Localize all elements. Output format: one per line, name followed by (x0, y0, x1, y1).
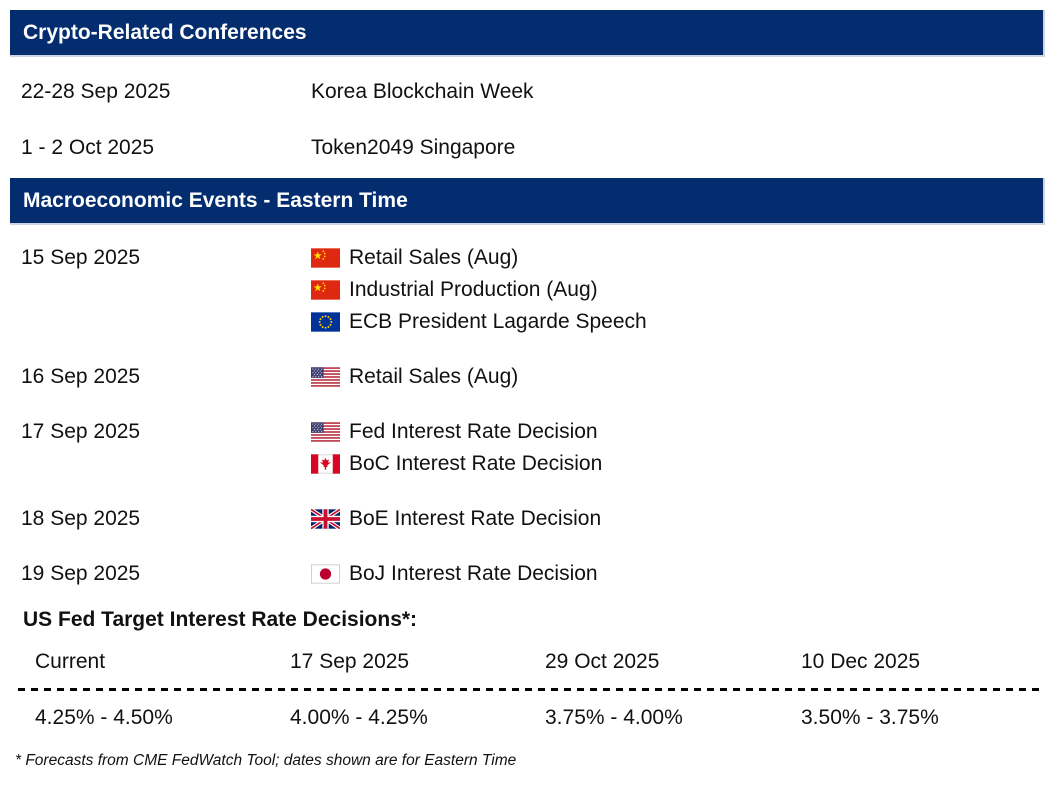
event-item: Retail Sales (Aug) (311, 361, 518, 393)
macro-event-date: 15 Sep 2025 (21, 246, 141, 269)
canada-flag-icon (311, 454, 340, 474)
rate-value-29oct: 3.75% - 4.00% (545, 706, 683, 729)
uk-flag-icon (311, 509, 340, 529)
macro-section-title: Macroeconomic Events - Eastern Time (23, 188, 408, 212)
fed-rates-heading: US Fed Target Interest Rate Decisions*: (23, 608, 418, 631)
forecast-footnote: * Forecasts from CME FedWatch Tool; date… (15, 752, 517, 769)
rate-column-header-10dec: 10 Dec 2025 (801, 650, 921, 673)
conferences-section-title: Crypto-Related Conferences (23, 20, 307, 44)
macro-event-list: Retail Sales (Aug) Industrial Production… (311, 242, 647, 338)
event-label: BoJ Interest Rate Decision (349, 562, 598, 585)
macro-event-list: Retail Sales (Aug) (311, 361, 518, 393)
section-header-macro-events: Macroeconomic Events - Eastern Time (10, 178, 1045, 225)
us-flag-icon (311, 367, 340, 387)
conference-date: 22-28 Sep 2025 (21, 80, 171, 103)
macro-event-date: 18 Sep 2025 (21, 507, 141, 530)
china-flag-icon (311, 280, 340, 300)
rate-value-17sep: 4.00% - 4.25% (290, 706, 428, 729)
japan-flag-icon (311, 564, 340, 584)
macro-event-row: 15 Sep 2025 Retail Sales (Aug) Industria… (10, 242, 1045, 338)
macro-event-row: 17 Sep 2025 Fed Interest Rate Decision B… (10, 416, 1045, 480)
conference-name: Token2049 Singapore (311, 136, 516, 159)
macro-event-date: 17 Sep 2025 (21, 420, 141, 443)
conference-row: 1 - 2 Oct 2025 Token2049 Singapore (10, 134, 1045, 162)
event-label: BoE Interest Rate Decision (349, 507, 602, 530)
event-label: Fed Interest Rate Decision (349, 420, 598, 443)
macro-event-date: 19 Sep 2025 (21, 562, 141, 585)
event-label: Retail Sales (Aug) (349, 246, 519, 269)
event-label: BoC Interest Rate Decision (349, 452, 603, 475)
eu-flag-icon (311, 312, 340, 332)
macro-event-row: 18 Sep 2025 BoE Interest Rate Decision (10, 503, 1045, 535)
us-flag-icon (311, 422, 340, 442)
rate-column-header-17sep: 17 Sep 2025 (290, 650, 410, 673)
fed-rates-header-row: Current 17 Sep 2025 29 Oct 2025 10 Dec 2… (35, 648, 1047, 676)
event-item: Retail Sales (Aug) (311, 242, 647, 274)
conference-row: 22-28 Sep 2025 Korea Blockchain Week (10, 78, 1045, 106)
event-item: ECB President Lagarde Speech (311, 306, 647, 338)
event-label: Industrial Production (Aug) (349, 278, 598, 301)
rate-column-header-current: Current (35, 650, 106, 673)
macro-event-list: BoJ Interest Rate Decision (311, 558, 598, 590)
macro-event-list: BoE Interest Rate Decision (311, 503, 601, 535)
section-header-conferences: Crypto-Related Conferences (10, 10, 1045, 57)
event-label: ECB President Lagarde Speech (349, 310, 647, 333)
macro-event-list: Fed Interest Rate Decision BoC Interest … (311, 416, 602, 480)
macro-event-row: 19 Sep 2025 BoJ Interest Rate Decision (10, 558, 1045, 590)
china-flag-icon (311, 248, 340, 268)
calendar-page: Crypto-Related Conferences 22-28 Sep 202… (10, 10, 1047, 769)
rate-column-header-29oct: 29 Oct 2025 (545, 650, 660, 673)
rate-value-10dec: 3.50% - 3.75% (801, 706, 939, 729)
fed-rates-values-row: 4.25% - 4.50% 4.00% - 4.25% 3.75% - 4.00… (35, 704, 1047, 732)
event-item: BoC Interest Rate Decision (311, 448, 602, 480)
conference-name: Korea Blockchain Week (311, 80, 534, 103)
event-item: BoE Interest Rate Decision (311, 503, 601, 535)
event-item: Industrial Production (Aug) (311, 274, 647, 306)
macro-event-row: 16 Sep 2025 Retail Sales (Aug) (10, 361, 1045, 393)
event-item: Fed Interest Rate Decision (311, 416, 602, 448)
event-item: BoJ Interest Rate Decision (311, 558, 598, 590)
dashed-divider (18, 688, 1045, 691)
conference-date: 1 - 2 Oct 2025 (21, 136, 155, 159)
macro-event-date: 16 Sep 2025 (21, 365, 141, 388)
event-label: Retail Sales (Aug) (349, 365, 519, 388)
rate-value-current: 4.25% - 4.50% (35, 706, 173, 729)
